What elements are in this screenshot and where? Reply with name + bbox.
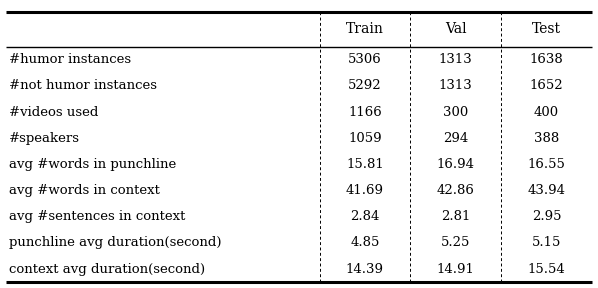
- Text: 5.15: 5.15: [532, 236, 562, 249]
- Text: 14.91: 14.91: [437, 263, 475, 276]
- Text: Val: Val: [445, 22, 466, 36]
- Text: 1059: 1059: [348, 132, 382, 145]
- Text: 1313: 1313: [439, 79, 472, 92]
- Text: 1652: 1652: [530, 79, 563, 92]
- Text: #videos used: #videos used: [9, 106, 98, 119]
- Text: 5306: 5306: [348, 53, 382, 66]
- Text: 15.54: 15.54: [527, 263, 566, 276]
- Text: 400: 400: [534, 106, 559, 119]
- Text: 41.69: 41.69: [346, 184, 384, 197]
- Text: 42.86: 42.86: [437, 184, 475, 197]
- Text: avg #sentences in context: avg #sentences in context: [9, 210, 185, 223]
- Text: 5.25: 5.25: [441, 236, 471, 249]
- Text: 1638: 1638: [530, 53, 563, 66]
- Text: 294: 294: [443, 132, 468, 145]
- Text: context avg duration(second): context avg duration(second): [9, 263, 205, 276]
- Text: 14.39: 14.39: [346, 263, 384, 276]
- Text: Train: Train: [346, 22, 384, 36]
- Text: 1166: 1166: [348, 106, 382, 119]
- Text: avg #words in context: avg #words in context: [9, 184, 160, 197]
- Text: 16.55: 16.55: [527, 158, 566, 171]
- Text: avg #words in punchline: avg #words in punchline: [9, 158, 176, 171]
- Text: 43.94: 43.94: [527, 184, 566, 197]
- Text: 15.81: 15.81: [346, 158, 384, 171]
- Text: punchline avg duration(second): punchline avg duration(second): [9, 236, 221, 249]
- Text: 388: 388: [534, 132, 559, 145]
- Text: Test: Test: [532, 22, 561, 36]
- Text: 5292: 5292: [348, 79, 382, 92]
- Text: #humor instances: #humor instances: [9, 53, 131, 66]
- Text: 300: 300: [443, 106, 468, 119]
- Text: 16.94: 16.94: [437, 158, 475, 171]
- Text: 1313: 1313: [439, 53, 472, 66]
- Text: 4.85: 4.85: [350, 236, 380, 249]
- Text: 2.84: 2.84: [350, 210, 380, 223]
- Text: 2.95: 2.95: [532, 210, 562, 223]
- Text: #not humor instances: #not humor instances: [9, 79, 157, 92]
- Text: 2.81: 2.81: [441, 210, 471, 223]
- Text: #speakers: #speakers: [9, 132, 80, 145]
